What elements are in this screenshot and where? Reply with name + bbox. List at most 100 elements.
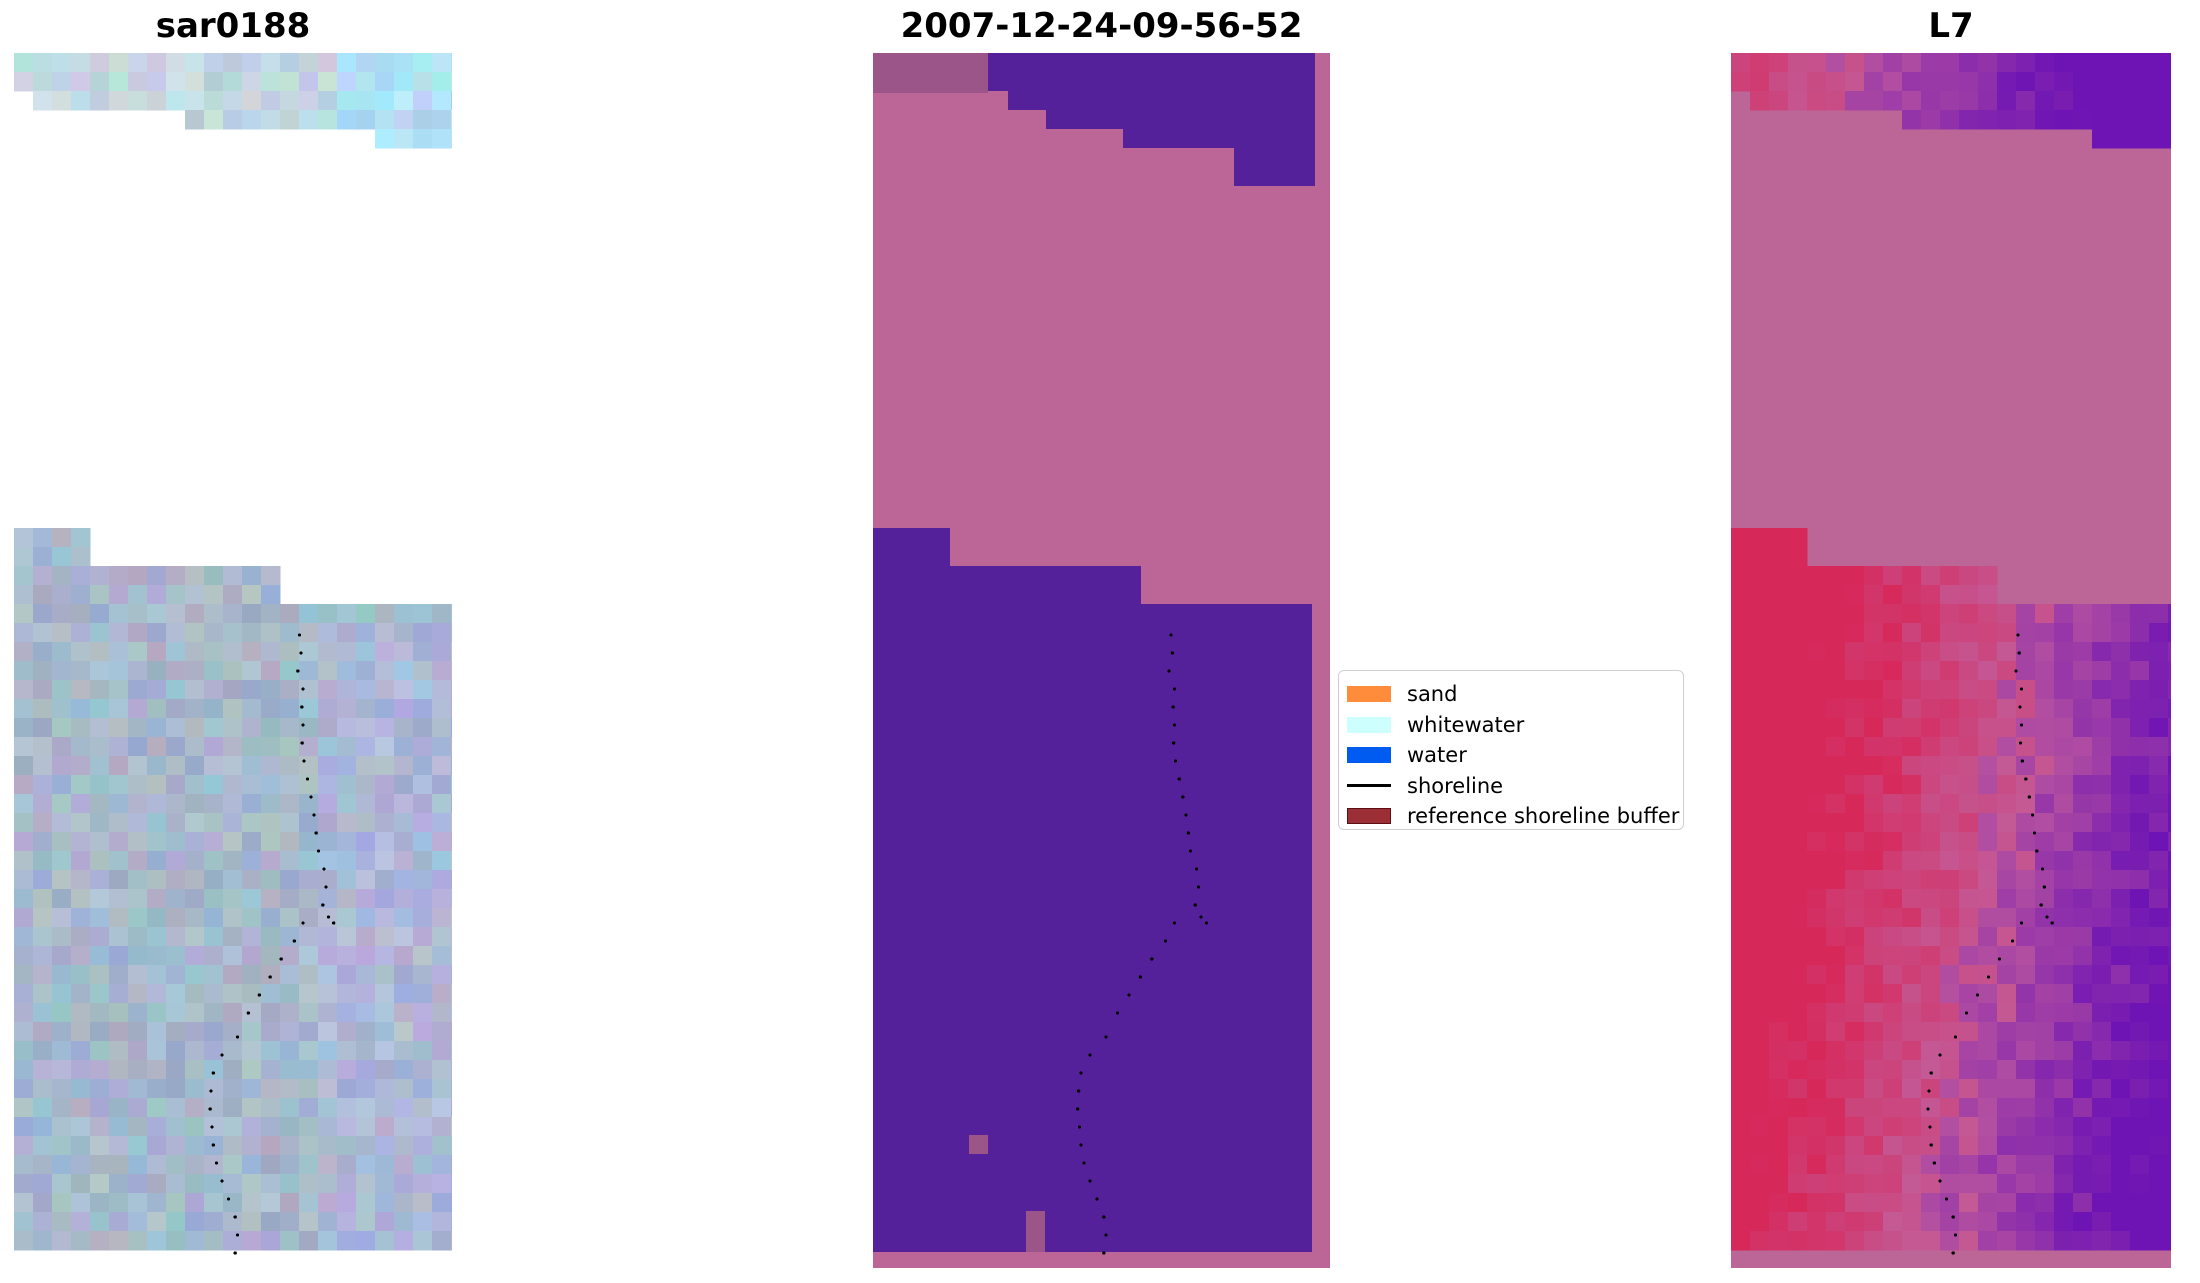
rgb-pixel <box>71 889 91 909</box>
rgb-pixel <box>71 699 91 719</box>
rgb-pixel <box>128 946 148 966</box>
rgb-pixel <box>413 1060 433 1080</box>
legend-swatch-whitewater <box>1347 716 1391 733</box>
index-pixel <box>1807 604 1827 624</box>
rgb-pixel <box>204 1098 224 1118</box>
rgb-pixel <box>299 72 319 92</box>
index-pixel <box>1788 946 1808 966</box>
index-pixel <box>2054 1212 2074 1232</box>
rgb-pixel <box>318 756 338 776</box>
index-pixel <box>2016 680 2036 700</box>
index-pixel <box>1731 851 1751 871</box>
index-pixel <box>1807 699 1827 719</box>
index-pixel <box>2092 661 2112 681</box>
rgb-pixel <box>261 1193 281 1213</box>
rgb-pixel <box>451 927 452 947</box>
index-pixel <box>2073 718 2093 738</box>
index-pixel <box>1769 1155 1789 1175</box>
rgb-pixel <box>128 984 148 1004</box>
rgb-pixel <box>52 1212 72 1232</box>
rgb-pixel <box>147 72 167 92</box>
index-pixel <box>1788 832 1808 852</box>
rgb-pixel <box>52 91 72 111</box>
rgb-pixel <box>52 1174 72 1194</box>
rgb-pixel <box>375 661 395 681</box>
rgb-pixel <box>204 946 224 966</box>
index-pixel <box>2092 1193 2112 1213</box>
rgb-pixel <box>432 91 452 111</box>
rgb-pixel <box>52 927 72 947</box>
index-pixel <box>1883 1098 1903 1118</box>
rgb-pixel <box>14 927 34 947</box>
index-pixel <box>1864 566 1884 586</box>
rgb-pixel <box>90 661 110 681</box>
rgb-pixel <box>337 604 357 624</box>
shoreline-point <box>1095 1197 1099 1201</box>
rgb-pixel <box>280 737 300 757</box>
index-pixel <box>1883 661 1903 681</box>
rgb-pixel <box>223 1231 243 1251</box>
rgb-pixel <box>128 1079 148 1099</box>
rgb-pixel <box>432 1041 452 1061</box>
index-pixel <box>1731 813 1751 833</box>
rgb-pixel <box>356 642 376 662</box>
index-pixel <box>1731 623 1751 643</box>
index-pixel <box>1864 1231 1884 1251</box>
rgb-pixel <box>413 1155 433 1175</box>
rgb-pixel <box>375 680 395 700</box>
index-pixel <box>1997 1174 2017 1194</box>
rgb-pixel <box>432 851 452 871</box>
index-pixel <box>1864 1117 1884 1137</box>
rgb-pixel <box>223 585 243 605</box>
index-pixel <box>1921 908 1941 928</box>
shoreline-point <box>326 915 331 919</box>
rgb-pixel <box>128 1117 148 1137</box>
rgb-pixel <box>299 1060 319 1080</box>
index-pixel <box>1826 1193 1846 1213</box>
index-pixel <box>1921 1193 1941 1213</box>
index-pixel <box>1731 1155 1751 1175</box>
index-pixel <box>2054 718 2074 738</box>
index-pixel <box>2168 53 2171 73</box>
rgb-pixel <box>299 889 319 909</box>
rgb-pixel <box>147 756 167 776</box>
rgb-pixel <box>90 832 110 852</box>
shoreline-point <box>1077 1089 1081 1093</box>
index-pixel <box>2111 623 2131 643</box>
rgb-pixel <box>147 585 167 605</box>
index-pixel <box>2149 870 2169 890</box>
rgb-pixel <box>242 53 262 73</box>
rgb-pixel <box>299 1174 319 1194</box>
rgb-pixel <box>299 1136 319 1156</box>
rgb-pixel <box>33 870 53 890</box>
index-pixel <box>1883 72 1903 92</box>
shoreline-point <box>298 633 302 637</box>
rgb-pixel <box>223 72 243 92</box>
rgb-pixel <box>394 1212 414 1232</box>
index-pixel <box>1731 642 1751 662</box>
index-pixel <box>2111 1060 2131 1080</box>
index-pixel <box>1826 91 1846 111</box>
index-pixel <box>1883 1117 1903 1137</box>
rgb-pixel <box>109 604 129 624</box>
index-pixel <box>1997 1155 2017 1175</box>
index-pixel <box>1997 851 2017 871</box>
index-pixel <box>1731 1079 1751 1099</box>
rgb-pixel <box>318 965 338 985</box>
index-pixel <box>2111 1079 2131 1099</box>
index-pixel <box>1731 699 1751 719</box>
legend-line-shoreline <box>1347 784 1391 788</box>
index-pixel <box>1864 1022 1884 1042</box>
rgb-pixel <box>432 984 452 1004</box>
index-pixel <box>1978 1098 1998 1118</box>
index-pixel <box>2035 1117 2055 1137</box>
index-pixel <box>1902 1022 1922 1042</box>
rgb-pixel <box>223 946 243 966</box>
index-pixel <box>1902 566 1922 586</box>
rgb-pixel <box>71 832 91 852</box>
index-pixel <box>1845 984 1865 1004</box>
rgb-pixel <box>185 908 205 928</box>
index-pixel <box>1864 718 1884 738</box>
index-pixel <box>1921 1041 1941 1061</box>
rgb-pixel <box>71 72 91 92</box>
